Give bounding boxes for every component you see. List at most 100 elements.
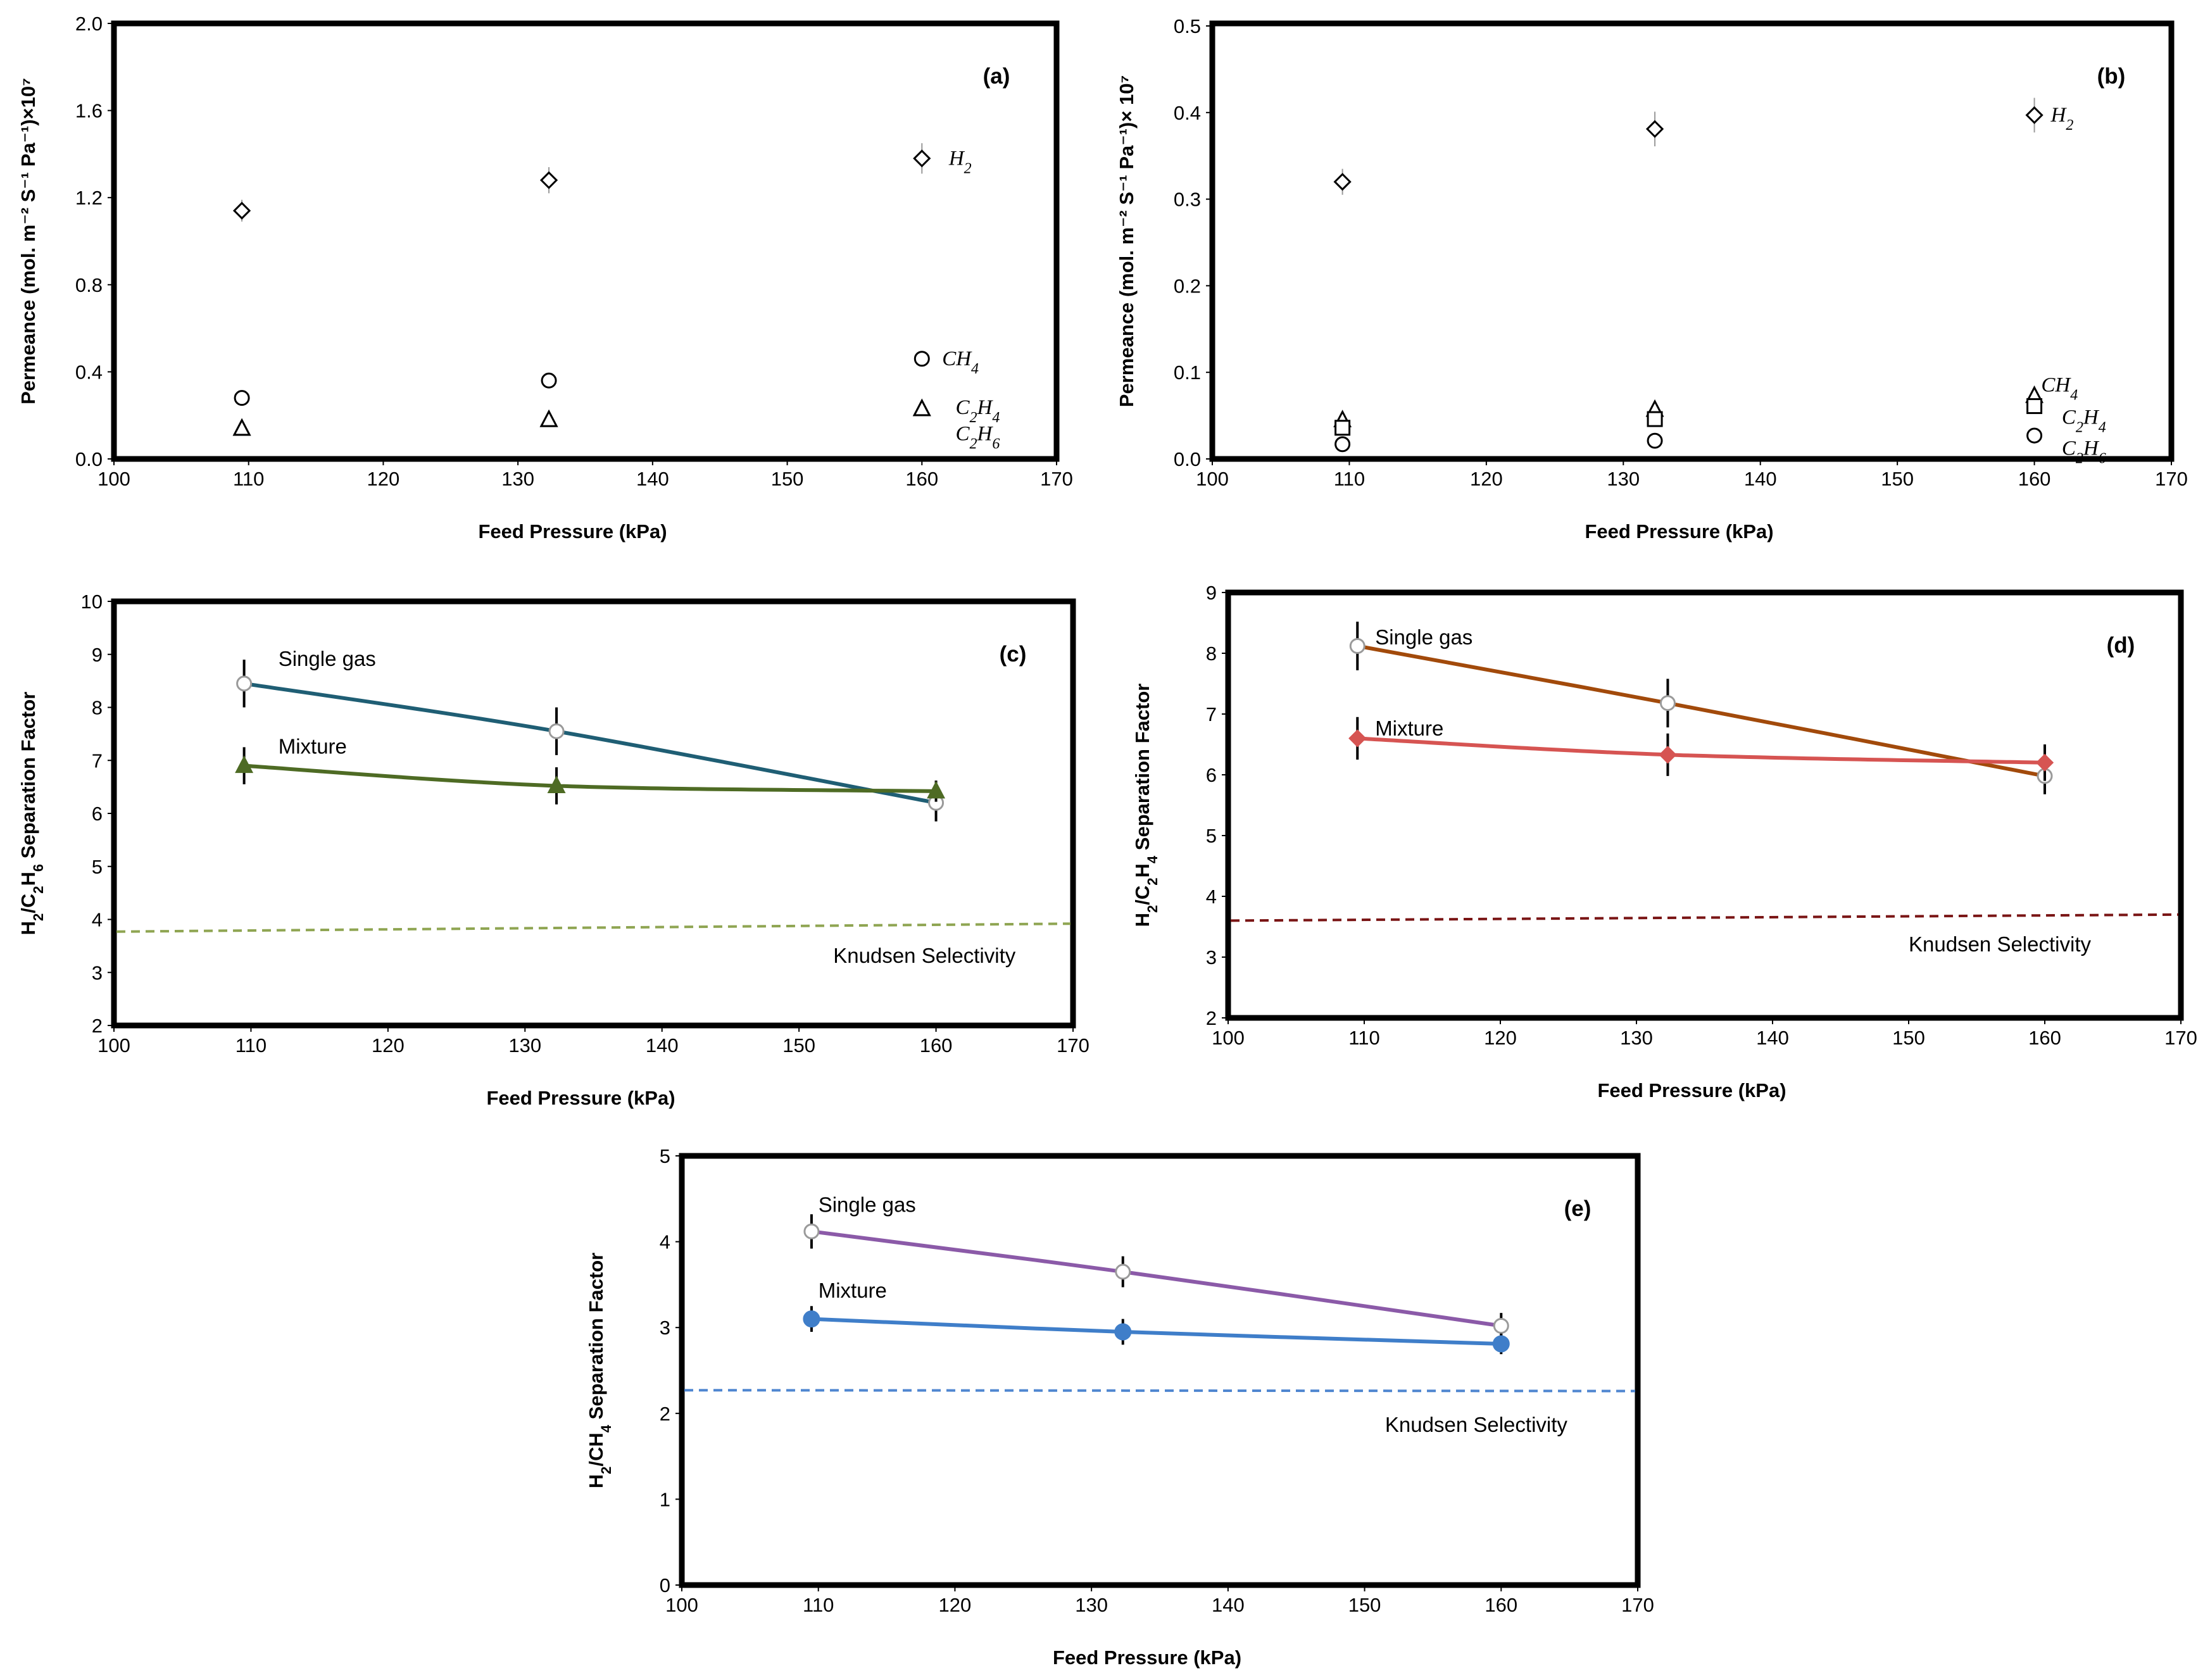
data-point: [803, 1223, 820, 1239]
annotation-mixture: Mixture: [279, 734, 347, 758]
y-tick-label: 2: [660, 1403, 670, 1425]
x-tick-label: 150: [1892, 1027, 1925, 1049]
x-tick-label: 140: [646, 1034, 679, 1056]
series-line: [811, 1229, 1502, 1328]
series-line: [244, 681, 937, 805]
panel-c: 100 110 120 130 140 150 160 170 2 3 4 5 6 7 8 9 10 Feed P…: [17, 591, 1089, 1109]
panel-a: 100 110 120 130 140 150 160 170 0.0 0.4 0.8 1.2 1.6 2…: [17, 13, 1073, 542]
data-point: [2025, 106, 2044, 125]
x-tick-label: 100: [97, 468, 130, 490]
annotation-knudsen-selectivity: Knudsen Selectivity: [833, 944, 1015, 967]
series-h2: [232, 143, 931, 222]
x-tick-label: 100: [1212, 1027, 1245, 1049]
y-tick-label: 2.0: [75, 13, 103, 35]
annotation-h2: H2: [948, 147, 972, 177]
x-tick-label: 170: [1621, 1594, 1654, 1616]
x-tick-label: 110: [1334, 468, 1365, 490]
data-point: [1333, 173, 1352, 191]
panel-label: (c): [1000, 642, 1027, 667]
data-point: [1647, 411, 1663, 427]
annotation-h2: H2: [2050, 104, 2074, 134]
knudsen-selectivity-line: [684, 1389, 1636, 1393]
x-tick-label: 140: [1756, 1027, 1789, 1049]
data-point: [541, 372, 557, 389]
series-line: [811, 1317, 1502, 1346]
y-tick-label: 8: [1206, 643, 1217, 665]
y-tick-label: 0.8: [75, 274, 103, 296]
data-point: [539, 171, 558, 189]
y-tick-label: 0.2: [1174, 275, 1201, 297]
x-tick-label: 140: [636, 468, 669, 490]
x-tick-label: 130: [508, 1034, 541, 1056]
data-point: [912, 398, 931, 417]
plot-frame: [1225, 589, 2184, 1021]
x-tick-label: 160: [1485, 1594, 1517, 1616]
x-axis-title: Feed Pressure (kPa): [486, 1087, 675, 1109]
y-tick-label: 10: [81, 591, 103, 613]
y-tick-label: 4: [1206, 886, 1217, 908]
data-point: [2035, 753, 2054, 772]
plot-frame: [111, 20, 1060, 462]
x-tick-label: 170: [2155, 468, 2188, 490]
x-axis-title: Feed Pressure (kPa): [1053, 1646, 1241, 1669]
series-ch4: [234, 351, 930, 406]
y-tick-label: 4: [92, 909, 103, 931]
annotation-single-gas: Single gas: [819, 1193, 916, 1217]
x-tick-label: 170: [2164, 1027, 2197, 1049]
x-tick-label: 150: [782, 1034, 815, 1056]
x-tick-label: 110: [1348, 1027, 1379, 1049]
y-tick-label: 1.6: [75, 100, 103, 122]
x-tick-label: 130: [501, 468, 534, 490]
series-single-gas: [803, 1214, 1509, 1339]
data-point: [235, 755, 254, 774]
x-tick-label: 160: [2028, 1027, 2061, 1049]
series-h2: [1333, 97, 2044, 195]
knudsen-selectivity-line: [116, 922, 1071, 933]
panel-label: (b): [2097, 64, 2126, 89]
x-tick-label: 170: [1040, 468, 1073, 490]
x-axis-title: Feed Pressure (kPa): [478, 520, 667, 542]
series-c2h4: [1334, 398, 2043, 436]
panel-b: 100 110 120 130 140 150 160 170 0.0 0.1 0.2 0.3 0.4 0…: [1115, 15, 2188, 542]
y-tick-label: 7: [92, 749, 103, 772]
y-tick-label: 2: [1206, 1007, 1217, 1029]
annotation-c2h4: C2H4: [2062, 406, 2106, 436]
data-point: [1647, 432, 1663, 449]
annotation-ch4: CH4: [942, 348, 979, 377]
y-tick-label: 3: [92, 962, 103, 984]
y-tick-label: 8: [92, 697, 103, 719]
x-tick-label: 160: [2018, 468, 2051, 490]
y-tick-label: 0: [660, 1574, 670, 1596]
series-single-gas: [1349, 622, 2053, 794]
data-point: [927, 780, 946, 799]
panel-label: (e): [1564, 1196, 1592, 1221]
series-line: [1357, 736, 2045, 765]
series-line: [244, 763, 936, 793]
x-tick-label: 120: [1484, 1027, 1517, 1049]
data-point: [2026, 427, 2043, 444]
data-point: [232, 201, 251, 220]
x-tick-label: 140: [1212, 1594, 1245, 1616]
panel-e: 100 110 120 130 140 150 160 170 0 1 2 3 4 5 Feed Press…: [585, 1145, 1654, 1669]
y-tick-label: 1.2: [75, 187, 103, 209]
x-tick-label: 110: [233, 468, 264, 490]
x-tick-label: 170: [1057, 1034, 1089, 1056]
y-tick-label: 0.5: [1174, 15, 1201, 37]
data-point: [1115, 1263, 1131, 1280]
data-point: [1492, 1335, 1510, 1353]
y-tick-label: 0.0: [1174, 448, 1201, 470]
y-tick-label: 6: [1206, 764, 1217, 786]
data-point: [1334, 436, 1351, 453]
series-c2h6: [1334, 427, 2043, 453]
y-tick-label: 2: [92, 1015, 103, 1037]
panel-d: 100 110 120 130 140 150 160 170 2 3 4 5 6 7 8 9 Feed Pre…: [1131, 582, 2197, 1101]
y-tick-label: 0.4: [75, 361, 103, 383]
knudsen-selectivity-line: [1230, 913, 2179, 922]
series-c2h6: [232, 398, 931, 436]
y-axis-title: Permeance (mol. m⁻² S⁻¹ Pa⁻¹)×10⁷: [17, 78, 39, 404]
annotation-knudsen-selectivity: Knudsen Selectivity: [1909, 932, 2091, 956]
data-point: [1114, 1323, 1132, 1341]
data-point: [914, 351, 930, 367]
y-tick-label: 9: [1206, 582, 1217, 604]
y-tick-label: 5: [92, 856, 103, 878]
